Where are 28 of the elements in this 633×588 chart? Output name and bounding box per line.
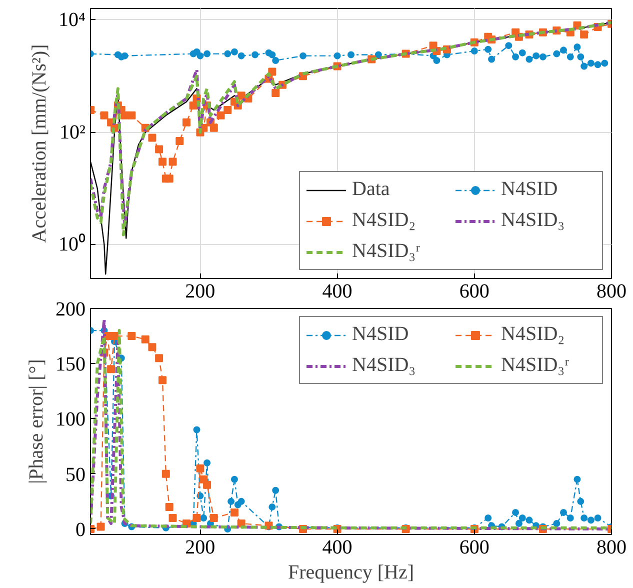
legend-label: N4SID₃ <box>501 209 566 232</box>
legend-label: N4SID₂ <box>501 323 566 346</box>
x-tick-label: 600 <box>459 536 490 558</box>
x-tick-label: 800 <box>596 280 626 302</box>
y-tick-label: 10⁰ <box>58 232 86 256</box>
x-tick-label: 600 <box>459 280 490 302</box>
x-axis-title: Frequency [Hz] <box>288 562 414 584</box>
legend-label: N4SID₃ <box>352 354 417 377</box>
y-axis-title: |Phase error| [°] <box>26 359 48 484</box>
legend-label: Data <box>352 178 391 201</box>
x-tick-label: 800 <box>596 536 626 558</box>
x-tick-label: 400 <box>322 536 352 558</box>
y-tick-label: 100 <box>56 408 86 431</box>
y-tick-label: 0 <box>76 518 86 541</box>
legend-label: N4SID₃ʳ <box>501 354 570 377</box>
y-tick-label: 150 <box>56 354 86 376</box>
legend-label: N4SID₂ <box>352 209 417 232</box>
y-tick-label: 10² <box>60 121 86 144</box>
x-tick-label: 200 <box>185 280 216 302</box>
y-tick-label: 200 <box>56 298 86 320</box>
y-tick-label: 50 <box>66 464 86 486</box>
legend-label: N4SID <box>501 178 559 201</box>
y-axis-title: Acceleration [mm/(Ns²)] <box>28 44 50 243</box>
legend-label: N4SID₃ʳ <box>352 240 421 263</box>
y-tick-label: 10⁴ <box>58 8 86 31</box>
x-tick-label: 200 <box>185 536 216 558</box>
legend-label: N4SID <box>352 323 410 346</box>
x-tick-label: 400 <box>322 280 352 302</box>
